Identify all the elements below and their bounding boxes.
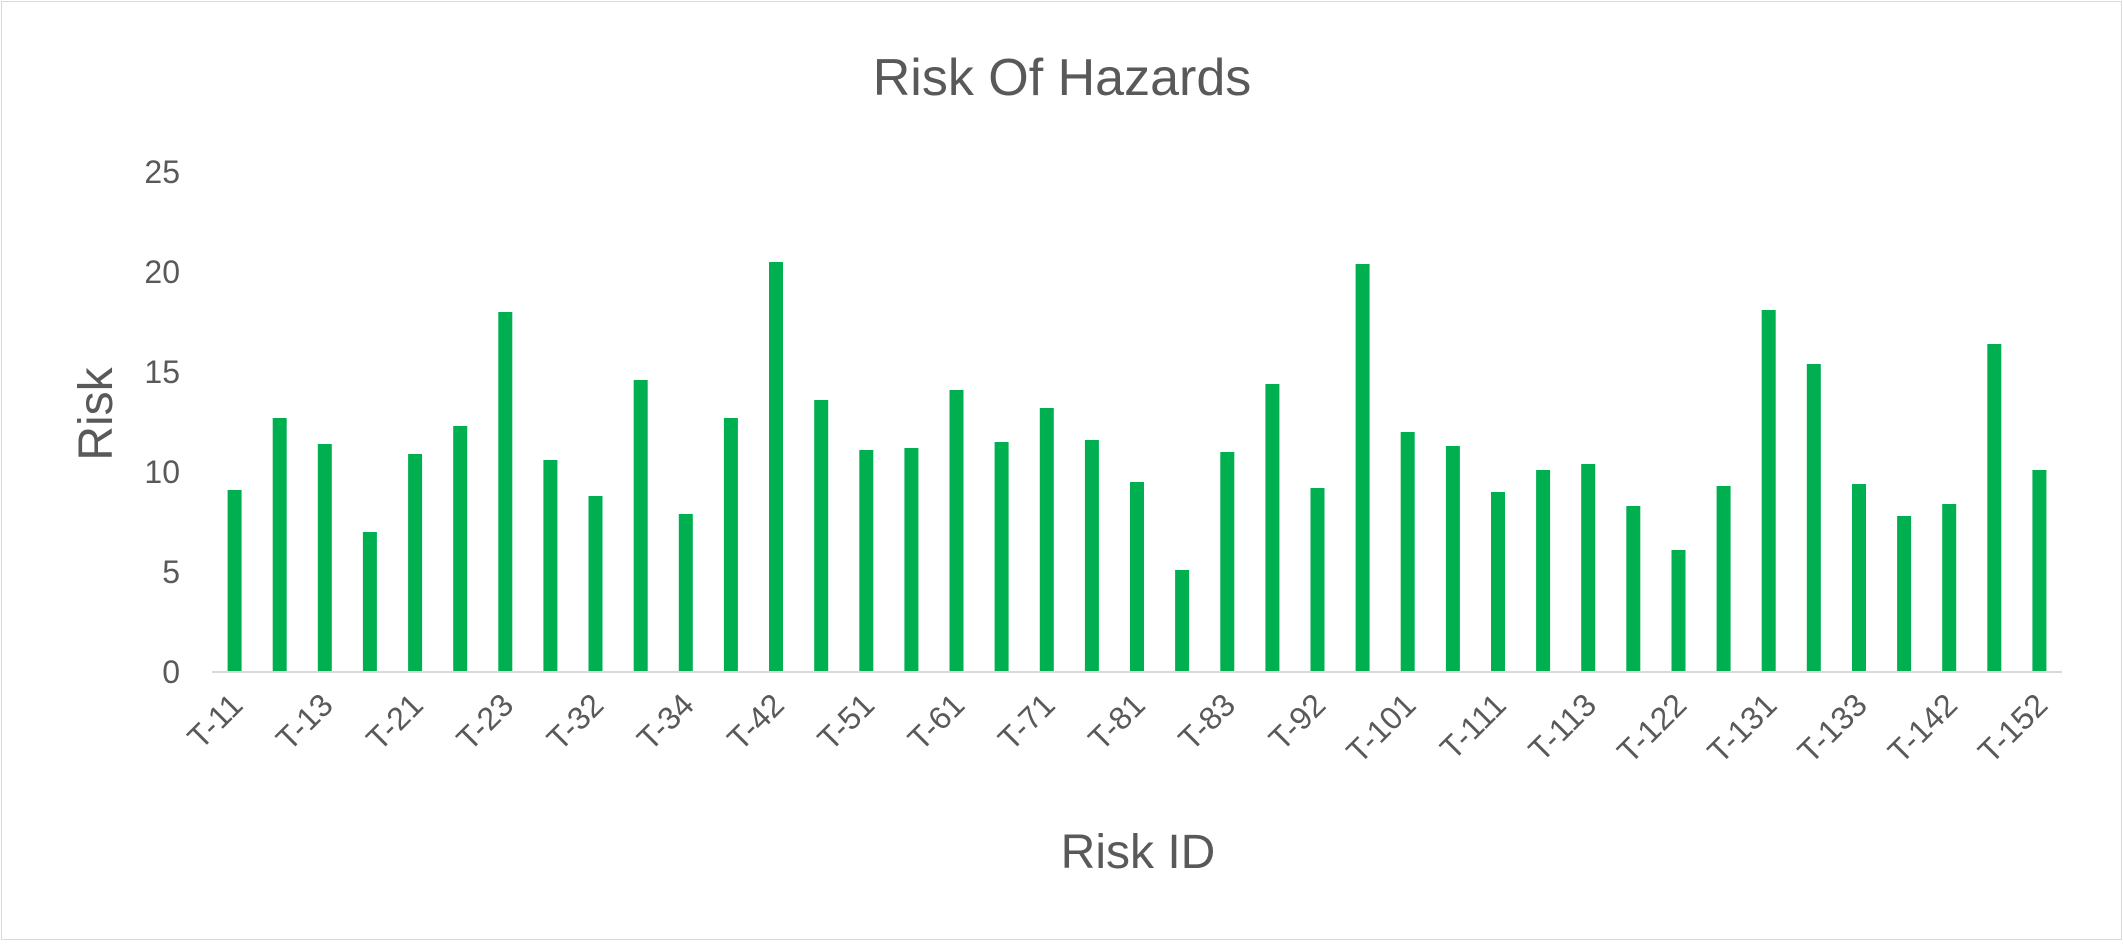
bar-t-92 — [1310, 488, 1325, 672]
bar-t-113 — [1581, 464, 1596, 672]
bar-t-31 — [543, 460, 558, 672]
x-tick-label: T-81 — [1081, 686, 1152, 757]
bar-t-141 — [1897, 516, 1912, 672]
x-tick-label: T-83 — [1171, 686, 1242, 757]
chart-title: Risk Of Hazards — [873, 49, 1252, 107]
y-tick-label: 15 — [144, 354, 180, 390]
bar-t-33 — [633, 380, 648, 672]
x-tick-label: T-34 — [630, 686, 701, 757]
bar-t-102 — [1445, 446, 1460, 672]
bar-t-93 — [1355, 264, 1370, 672]
bar-t-151 — [1987, 344, 2002, 672]
bar-t-42 — [769, 262, 783, 672]
x-tick-label: T-42 — [720, 686, 791, 757]
bar-t-11 — [227, 490, 242, 672]
bar-t-81 — [1130, 482, 1144, 672]
x-tick-label: T-71 — [991, 686, 1062, 757]
bar-t-41 — [723, 418, 738, 672]
x-tick-label: T-101 — [1339, 686, 1422, 769]
x-tick-label: T-142 — [1881, 686, 1964, 769]
y-tick-label: 20 — [144, 254, 180, 290]
y-tick-label: 25 — [144, 154, 180, 190]
bar-t-43 — [814, 400, 829, 672]
bar-t-122 — [1671, 550, 1686, 672]
bar-t-62 — [994, 442, 1009, 672]
x-tick-label: T-13 — [269, 686, 340, 757]
x-tick-label: T-122 — [1610, 686, 1693, 769]
bar-t-71 — [1039, 408, 1054, 672]
x-tick-label: T-11 — [180, 686, 249, 755]
x-tick-label: T-113 — [1522, 686, 1604, 768]
bar-t-132 — [1806, 364, 1821, 672]
x-tick-label: T-21 — [359, 686, 430, 757]
bar-t-22 — [453, 426, 468, 672]
bar-t-34 — [678, 514, 693, 672]
x-axis-title: Risk ID — [1061, 826, 1216, 879]
bar-t-82 — [1175, 570, 1190, 672]
bar-t-23 — [498, 312, 513, 672]
x-tick-label: T-51 — [811, 686, 882, 757]
bar-t-91 — [1265, 384, 1280, 672]
x-tick-label: T-152 — [1971, 686, 2054, 769]
y-tick-label: 5 — [162, 554, 180, 590]
bar-t-133 — [1852, 484, 1866, 672]
x-tick-label: T-32 — [540, 686, 611, 757]
x-tick-label: T-92 — [1262, 686, 1333, 757]
bar-t-152 — [2032, 470, 2047, 672]
bar-t-13 — [317, 444, 332, 672]
bar-t-21 — [408, 454, 423, 672]
y-axis-ticks: 0 5 10 15 20 25 — [144, 154, 180, 690]
bar-t-61 — [949, 390, 964, 672]
bar-t-14 — [362, 532, 377, 672]
y-tick-label: 10 — [144, 454, 180, 490]
x-tick-label: T-61 — [901, 686, 972, 757]
bar-t-101 — [1400, 432, 1415, 672]
bars — [227, 262, 2047, 672]
x-axis-ticks: T-11 T-13 T-21 T-23 T-32 T-34 T-42 T-51 T-61 T-71… — [180, 686, 2054, 769]
bar-t-72 — [1084, 440, 1099, 672]
bar-t-121 — [1626, 506, 1641, 672]
x-tick-label: T-131 — [1700, 686, 1783, 769]
bar-t-123 — [1716, 486, 1731, 672]
x-tick-label: T-111 — [1433, 686, 1513, 766]
bar-t-51 — [859, 450, 874, 672]
y-tick-label: 0 — [162, 654, 180, 690]
bar-t-32 — [588, 496, 603, 672]
bar-t-142 — [1942, 504, 1957, 672]
bar-t-112 — [1536, 470, 1551, 672]
x-tick-label: T-133 — [1791, 686, 1874, 769]
x-tick-label: T-23 — [450, 686, 521, 757]
bar-t-52 — [904, 448, 919, 672]
bar-t-83 — [1220, 452, 1235, 672]
bar-t-111 — [1491, 492, 1505, 672]
bar-t-12 — [272, 418, 287, 672]
bar-t-131 — [1761, 310, 1776, 672]
y-axis-title: Risk — [70, 366, 123, 460]
